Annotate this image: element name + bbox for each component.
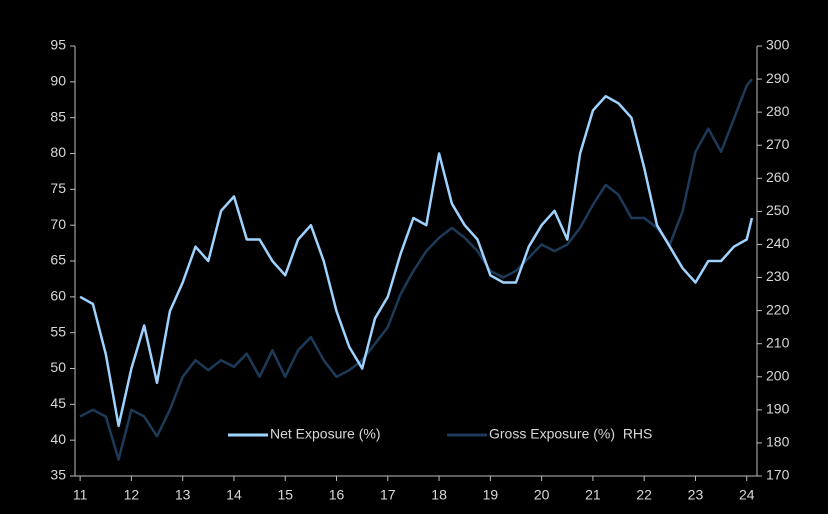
x-tick-label: 11	[73, 487, 88, 503]
y-tick-label: 40	[50, 431, 66, 447]
y2-tick-label: 190	[766, 401, 790, 417]
y-tick-label: 90	[50, 73, 66, 89]
y2-tick-label: 290	[766, 70, 790, 86]
x-tick-label: 22	[636, 487, 652, 503]
y2-tick-label: 260	[766, 169, 790, 185]
y-tick-label: 55	[50, 323, 66, 339]
y-tick-label: 70	[50, 216, 66, 232]
y2-tick-label: 300	[766, 37, 790, 53]
y2-tick-label: 230	[766, 268, 790, 284]
y2-tick-label: 280	[766, 103, 790, 119]
legend-label: Gross Exposure (%) RHS	[489, 426, 652, 442]
series-line	[79, 78, 753, 461]
legend-label: Net Exposure (%)	[270, 426, 380, 442]
y-tick-label: 80	[50, 144, 66, 160]
y2-tick-label: 170	[766, 467, 790, 483]
y2-tick-label: 250	[766, 202, 790, 218]
x-tick-label: 13	[175, 487, 191, 503]
x-tick-label: 24	[739, 487, 755, 503]
x-tick-label: 18	[431, 487, 447, 503]
y-tick-label: 35	[50, 467, 66, 483]
x-tick-label: 14	[226, 487, 242, 503]
x-tick-label: 19	[483, 487, 499, 503]
x-tick-label: 23	[688, 487, 704, 503]
y-tick-label: 50	[50, 359, 66, 375]
y-tick-label: 60	[50, 288, 66, 304]
x-tick-label: 12	[124, 487, 140, 503]
x-tick-label: 17	[380, 487, 396, 503]
x-tick-label: 16	[329, 487, 345, 503]
y-tick-label: 75	[50, 180, 66, 196]
series-line	[79, 94, 754, 428]
y-tick-label: 45	[50, 395, 66, 411]
y-tick-label: 85	[50, 108, 66, 124]
y2-tick-label: 200	[766, 367, 790, 383]
y2-tick-label: 240	[766, 235, 790, 251]
y2-tick-label: 180	[766, 434, 790, 450]
y2-tick-label: 220	[766, 301, 790, 317]
x-tick-label: 21	[585, 487, 601, 503]
x-tick-label: 20	[534, 487, 550, 503]
y-tick-label: 65	[50, 252, 66, 268]
y-tick-label: 95	[50, 37, 66, 53]
y2-tick-label: 210	[766, 334, 790, 350]
x-tick-label: 15	[277, 487, 293, 503]
y2-tick-label: 270	[766, 136, 790, 152]
